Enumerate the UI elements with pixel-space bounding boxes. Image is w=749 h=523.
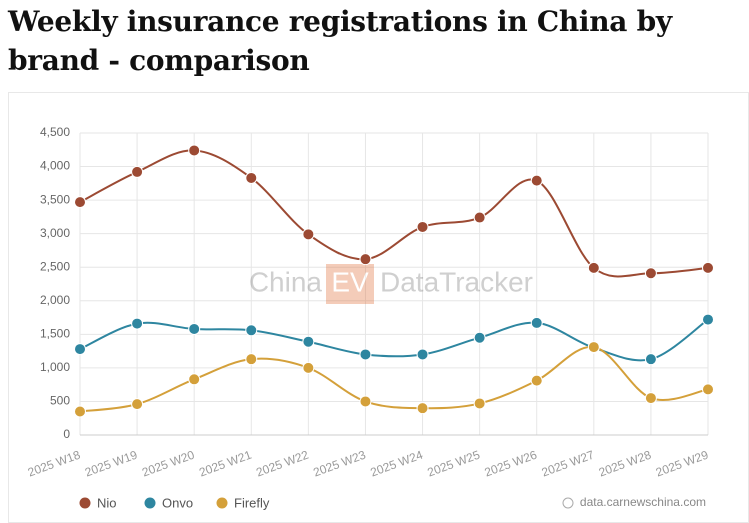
x-tick-label: 2025 W21 bbox=[197, 448, 253, 480]
line bbox=[79, 149, 709, 278]
x-tick-label: 2025 W22 bbox=[254, 448, 310, 480]
point bbox=[587, 341, 600, 354]
point bbox=[644, 267, 657, 280]
y-tick-label: 2,000 bbox=[40, 293, 70, 307]
point bbox=[416, 220, 429, 233]
legend-marker bbox=[144, 497, 156, 509]
point bbox=[245, 324, 258, 337]
point bbox=[702, 261, 714, 274]
x-tick-label: 2025 W24 bbox=[368, 448, 424, 480]
point bbox=[587, 261, 600, 274]
legend-label: Onvo bbox=[162, 495, 193, 510]
y-tick-label: 3,500 bbox=[40, 192, 70, 206]
point bbox=[530, 374, 543, 387]
point bbox=[416, 402, 429, 415]
point bbox=[359, 395, 372, 408]
point bbox=[416, 348, 429, 361]
x-tick-label: 2025 W25 bbox=[426, 448, 482, 480]
y-tick-label: 1,000 bbox=[40, 360, 70, 374]
point bbox=[359, 253, 372, 266]
legend-marker bbox=[79, 497, 91, 509]
watermark-badge bbox=[326, 264, 374, 304]
point bbox=[473, 331, 486, 344]
watermark-text: DataTracker bbox=[380, 266, 533, 297]
x-tick-label: 2025 W26 bbox=[483, 448, 539, 480]
point bbox=[644, 392, 657, 405]
source: data.carnewschina.com bbox=[580, 495, 706, 509]
watermark-text: EV bbox=[331, 266, 369, 297]
y-tick-label: 3,000 bbox=[40, 226, 70, 240]
point bbox=[74, 196, 86, 209]
point bbox=[302, 361, 315, 374]
x-tick-label: 2025 W28 bbox=[597, 448, 653, 480]
point bbox=[74, 343, 86, 356]
x-tick-label: 2025 W19 bbox=[83, 448, 139, 480]
watermark: China EV DataTracker bbox=[249, 264, 533, 304]
y-tick-label: 4,000 bbox=[40, 159, 70, 173]
point bbox=[245, 353, 258, 366]
source-icon bbox=[562, 497, 574, 509]
x-tick-label: 2025 W20 bbox=[140, 448, 196, 480]
point bbox=[702, 313, 714, 326]
x-tick-label: 2025 W18 bbox=[26, 448, 82, 480]
watermark-text: China bbox=[249, 266, 323, 297]
point bbox=[530, 316, 543, 329]
chart-title: Weekly insurance registrations in China … bbox=[8, 5, 672, 77]
y-tick-label: 500 bbox=[50, 394, 70, 408]
point bbox=[188, 373, 201, 386]
point bbox=[302, 228, 315, 241]
legend-label: Nio bbox=[97, 495, 117, 510]
legend-label: Firefly bbox=[234, 495, 270, 510]
x-tick-label: 2025 W29 bbox=[654, 448, 710, 480]
point bbox=[245, 171, 258, 184]
point bbox=[644, 353, 657, 366]
point bbox=[188, 144, 201, 157]
point bbox=[131, 398, 144, 411]
point bbox=[188, 322, 201, 335]
point bbox=[530, 174, 543, 187]
x-tick-label: 2025 W27 bbox=[540, 448, 596, 480]
point bbox=[473, 397, 486, 410]
legend-marker bbox=[216, 497, 228, 509]
point bbox=[359, 348, 372, 361]
y-tick-label: 0 bbox=[63, 427, 70, 441]
line bbox=[79, 318, 709, 362]
point bbox=[131, 317, 144, 330]
point bbox=[702, 383, 714, 396]
point bbox=[473, 211, 486, 224]
y-tick-label: 4,500 bbox=[40, 125, 70, 139]
y-tick-label: 2,500 bbox=[40, 259, 70, 273]
y-tick-label: 1,500 bbox=[40, 327, 70, 341]
point bbox=[302, 335, 315, 348]
x-tick-label: 2025 W23 bbox=[311, 448, 367, 480]
point bbox=[74, 405, 86, 418]
point bbox=[131, 165, 144, 178]
